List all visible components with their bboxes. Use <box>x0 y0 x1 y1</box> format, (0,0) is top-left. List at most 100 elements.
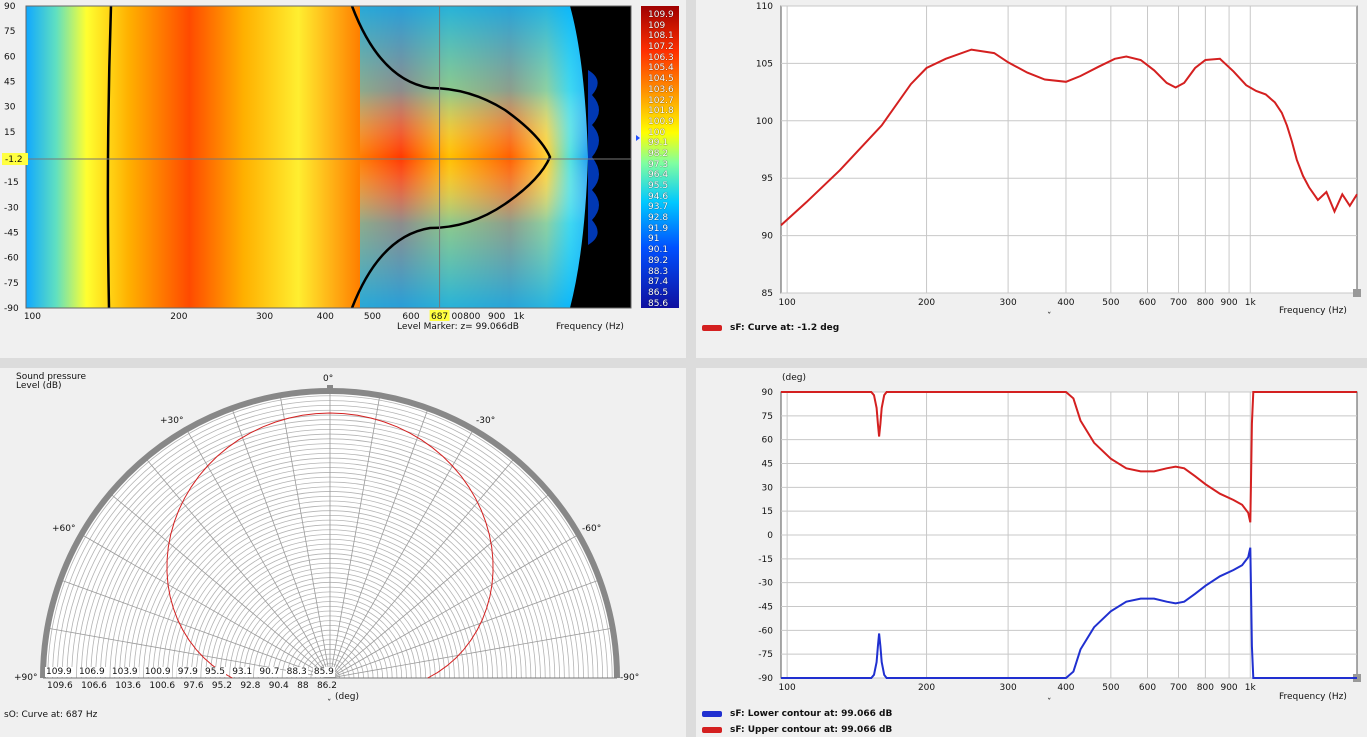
y-tick-label: -90 <box>758 674 773 684</box>
marker-y-badge[interactable] <box>2 153 28 166</box>
colorbar-label: 98.2 <box>648 148 669 159</box>
heatmap-x-tick: 1k <box>513 312 525 322</box>
colorbar-label: 85.6 <box>648 298 669 309</box>
magnitude-legend: sF: Curve at: -1.2 deg <box>702 323 839 333</box>
colorbar-label: 103.6 <box>648 84 674 95</box>
y-tick-label: 30 <box>762 483 774 493</box>
radial-label: 100.9 <box>143 667 172 677</box>
polar-angle-m30: -30° <box>476 416 496 426</box>
colorbar-label: 96.4 <box>648 170 669 181</box>
polar-angle-p30: +30° <box>160 416 184 426</box>
heatmap-y-tick: -30 <box>4 203 19 213</box>
x-tick-label: 700 <box>1170 683 1187 693</box>
x-tick-label: 600 <box>1139 683 1156 693</box>
colorbar-label: 100.9 <box>648 116 674 127</box>
polar-angle-m60: -60° <box>582 524 602 534</box>
colorbar-label: 94.6 <box>648 191 669 202</box>
y-tick-label: 60 <box>762 436 774 446</box>
contour-chart[interactable]: 90 75 60 45 30 15 0 -15 -30 -45 -60 -75 -90 100 200 300… <box>696 368 1367 737</box>
x-tick-label: 100 <box>779 683 796 693</box>
radial-label: 97.9 <box>176 667 199 677</box>
legend-swatch-blue <box>702 711 722 717</box>
vertical-splitter[interactable] <box>686 0 696 737</box>
series-line[interactable] <box>781 391 1357 523</box>
y-tick-label: -45 <box>758 603 773 613</box>
heatmap-y-tick: -60 <box>4 254 19 264</box>
x-tick-label: 800 <box>1197 298 1214 308</box>
heatmap-y-tick: -90 <box>4 304 19 314</box>
polar-spoke <box>60 579 331 679</box>
polar-pane: Sound pressure Level (dB) 0° +30° -30° +… <box>0 368 686 737</box>
legend-swatch-red <box>702 325 722 331</box>
radial-label: 95.2 <box>211 681 232 691</box>
colorbar-label: 92.8 <box>648 213 669 224</box>
scroll-chevron-icon[interactable]: ˇ <box>1047 698 1052 708</box>
contour-frequency-label: Frequency (Hz) <box>1279 692 1347 702</box>
heatmap-pane: 90 75 60 45 30 15 -15 -30 -45 -60 -75 -90 100 200 300 4… <box>0 0 686 358</box>
scroll-chevron-icon[interactable]: ˇ <box>1047 312 1052 322</box>
heatmap-y-tick: 75 <box>4 27 15 37</box>
polar-spoke <box>279 395 331 679</box>
polar-top-handle[interactable] <box>327 385 333 391</box>
polar-plot[interactable] <box>0 368 686 737</box>
radial-label: 85.9 <box>312 667 335 677</box>
scroll-chevron-icon[interactable]: ˇ <box>327 699 332 709</box>
colorbar-pointer-icon[interactable] <box>636 135 640 141</box>
polar-spoke <box>186 429 331 679</box>
marker-x-badge[interactable] <box>429 310 450 321</box>
contour-legend-upper: sF: Upper contour at: 99.066 dB <box>702 725 892 735</box>
colorbar-label: 106.3 <box>648 52 674 63</box>
polar-deg-label: (deg) <box>335 692 359 702</box>
y-tick-label: 90 <box>762 232 774 242</box>
heatmap-x-tick: 500 <box>364 312 381 322</box>
y-tick-label: 15 <box>762 507 773 517</box>
y-tick-label: 105 <box>756 59 773 69</box>
colorbar-label: 99.1 <box>648 138 669 149</box>
heatmap-x-tick: 300 <box>256 312 273 322</box>
heatmap-y-tick: 60 <box>4 52 16 62</box>
polar-spoke <box>329 395 381 679</box>
polar-spoke <box>329 627 613 679</box>
x-tick-label: 400 <box>1057 298 1074 308</box>
horizontal-splitter[interactable] <box>0 358 1367 368</box>
polar-angle-p60: +60° <box>52 524 76 534</box>
polar-spoke <box>81 534 331 679</box>
polar-curve[interactable] <box>166 412 494 679</box>
radial-labels-row2: 109.6 106.6 103.6 100.6 97.6 95.2 92.8 90.4 88 86… <box>47 681 337 691</box>
heatmap-y-tick: 15 <box>4 128 15 138</box>
radial-label: 86.2 <box>316 681 337 691</box>
radial-label: 90.7 <box>258 667 281 677</box>
series-line[interactable] <box>780 48 1358 227</box>
heatmap-y-tick: 45 <box>4 78 15 88</box>
radial-label: 106.9 <box>77 667 106 677</box>
directivity-heatmap[interactable]: 90 75 60 45 30 15 -15 -30 -45 -60 -75 -90 100 200 300 4… <box>0 0 686 358</box>
marker-x-label: 687 <box>431 312 448 322</box>
heatmap-x-tick: 600 <box>402 312 419 322</box>
polar-spoke <box>231 408 331 679</box>
polar-angle-p90: +90° <box>14 673 38 683</box>
polar-angle-0: 0° <box>323 374 334 384</box>
radial-label: 95.5 <box>203 667 227 677</box>
colorbar-label: 91.9 <box>648 223 669 234</box>
radial-label: 97.6 <box>183 681 204 691</box>
marker-y-label: -1.2 <box>5 155 23 165</box>
series-line[interactable] <box>781 547 1357 679</box>
colorbar-label: 107.2 <box>648 42 674 53</box>
colorbar-label: 105.4 <box>648 63 674 74</box>
y-tick-label: -75 <box>758 650 773 660</box>
x-tick-label: 200 <box>918 298 935 308</box>
corner-handle[interactable] <box>1353 289 1361 297</box>
magnitude-chart[interactable]: 110 105 100 95 90 85 100 200 300 400 500 600 700 800 9… <box>696 0 1367 358</box>
x-tick-label: 900 <box>1220 298 1237 308</box>
heatmap-x-tick: 200 <box>170 312 187 322</box>
radial-label: 106.6 <box>81 681 107 691</box>
polar-spoke <box>109 493 331 679</box>
x-tick-label: 500 <box>1102 298 1119 308</box>
heatmap-x-tick: 100 <box>24 312 41 322</box>
heatmap-x-tick: 400 <box>317 312 334 322</box>
y-tick-label: 110 <box>756 2 773 12</box>
heatmap-x-tick-partial: 00 <box>452 312 464 322</box>
colorbar-label: 87.4 <box>648 277 669 288</box>
colorbar-labels: 109.9 109 108.1 107.2 106.3 105.4 104.5 103.6 10… <box>648 10 678 309</box>
x-tick-label: 1k <box>1245 298 1257 308</box>
